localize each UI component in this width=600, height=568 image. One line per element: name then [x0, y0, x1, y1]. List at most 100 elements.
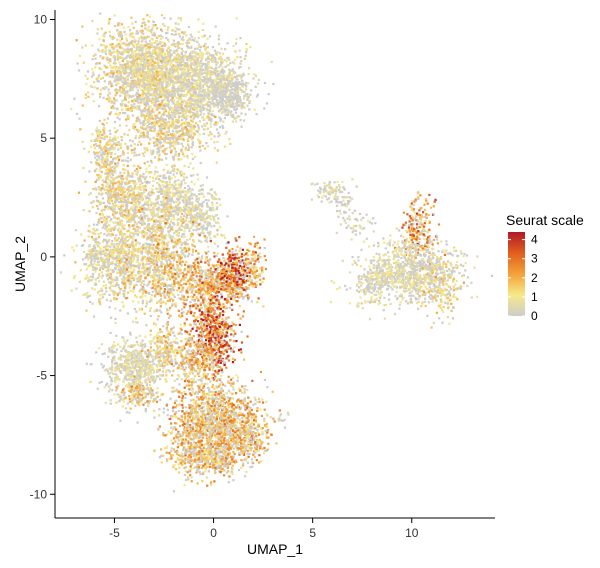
- scatter-point: [206, 109, 209, 112]
- scatter-point: [200, 65, 203, 68]
- scatter-point: [212, 97, 215, 100]
- scatter-point: [177, 117, 180, 120]
- scatter-point: [124, 142, 127, 145]
- scatter-point: [115, 141, 119, 144]
- scatter-point: [166, 69, 170, 72]
- scatter-point: [157, 197, 160, 200]
- scatter-point: [84, 74, 87, 77]
- scatter-point: [138, 108, 141, 111]
- scatter-point: [90, 139, 93, 142]
- scatter-point: [118, 182, 121, 186]
- scatter-point: [215, 66, 218, 69]
- scatter-point: [150, 81, 153, 84]
- scatter-point: [157, 212, 160, 215]
- scatter-point: [187, 75, 190, 78]
- scatter-point: [130, 201, 133, 205]
- scatter-point: [104, 162, 107, 165]
- scatter-point: [158, 119, 161, 122]
- scatter-point: [156, 108, 159, 111]
- scatter-point: [205, 74, 208, 77]
- scatter-point: [189, 210, 193, 213]
- scatter-point: [116, 195, 119, 198]
- scatter-point: [201, 35, 204, 38]
- scatter-point: [184, 115, 187, 119]
- scatter-point: [164, 76, 167, 79]
- scatter-point: [130, 208, 133, 211]
- scatter-point: [205, 80, 208, 84]
- scatter-point: [166, 114, 169, 117]
- scatter-point: [108, 81, 111, 84]
- scatter-point: [190, 124, 193, 127]
- scatter-point: [234, 117, 238, 120]
- scatter-point: [141, 37, 144, 40]
- scatter-point: [169, 186, 172, 190]
- scatter-point: [108, 174, 112, 177]
- scatter-point: [98, 95, 102, 98]
- scatter-point: [212, 114, 215, 117]
- scatter-point: [134, 84, 138, 87]
- scatter-point: [205, 68, 208, 71]
- scatter-point: [224, 95, 227, 98]
- scatter-point: [130, 189, 133, 192]
- scatter-point: [213, 92, 216, 95]
- scatter-point: [144, 186, 147, 189]
- scatter-point: [109, 58, 112, 61]
- scatter-point: [185, 131, 188, 134]
- scatter-point: [172, 144, 175, 147]
- scatter-point: [153, 120, 156, 123]
- scatter-point: [100, 44, 103, 47]
- scatter-point: [224, 94, 227, 97]
- scatter-point: [189, 114, 192, 117]
- scatter-point: [153, 99, 156, 102]
- scatter-point: [154, 138, 157, 141]
- scatter-point: [135, 203, 138, 206]
- scatter-point: [98, 67, 101, 70]
- scatter-point: [173, 81, 176, 84]
- scatter-point: [220, 79, 223, 82]
- scatter-point: [184, 94, 187, 98]
- scatter-point: [156, 55, 159, 58]
- scatter-point: [160, 60, 163, 63]
- scatter-point: [144, 48, 147, 51]
- scatter-point: [166, 62, 169, 65]
- scatter-point: [153, 68, 156, 71]
- scatter-point: [156, 190, 159, 193]
- scatter-point: [172, 111, 175, 114]
- scatter-point: [146, 14, 149, 17]
- scatter-point: [216, 149, 219, 152]
- scatter-point: [161, 99, 164, 102]
- scatter-point: [131, 140, 134, 143]
- scatter-point: [111, 74, 114, 77]
- scatter-point: [87, 150, 90, 153]
- scatter-point: [207, 100, 210, 103]
- scatter-point: [236, 115, 239, 118]
- scatter-point: [132, 200, 135, 203]
- scatter-point: [142, 131, 145, 134]
- scatter-point: [117, 186, 121, 189]
- scatter-point: [172, 146, 175, 149]
- scatter-point: [124, 168, 127, 171]
- scatter-point: [100, 170, 103, 173]
- scatter-point: [129, 89, 132, 92]
- scatter-point: [152, 211, 156, 214]
- scatter-point: [173, 92, 176, 95]
- scatter-point: [122, 85, 125, 88]
- scatter-point: [180, 57, 183, 60]
- scatter-point: [172, 214, 175, 217]
- scatter-point: [166, 98, 170, 101]
- scatter-point: [201, 100, 204, 103]
- scatter-point: [119, 90, 123, 93]
- scatter-point: [232, 44, 235, 48]
- scatter-point: [91, 68, 94, 71]
- scatter-point: [182, 80, 185, 83]
- scatter-point: [107, 143, 110, 146]
- scatter-point: [188, 67, 191, 70]
- scatter-point: [153, 90, 156, 94]
- scatter-point: [177, 194, 180, 197]
- scatter-point: [201, 116, 204, 119]
- scatter-point: [170, 197, 173, 200]
- scatter-point: [189, 93, 192, 96]
- scatter-point: [171, 135, 174, 138]
- scatter-point: [173, 108, 176, 111]
- scatter-point: [224, 83, 227, 87]
